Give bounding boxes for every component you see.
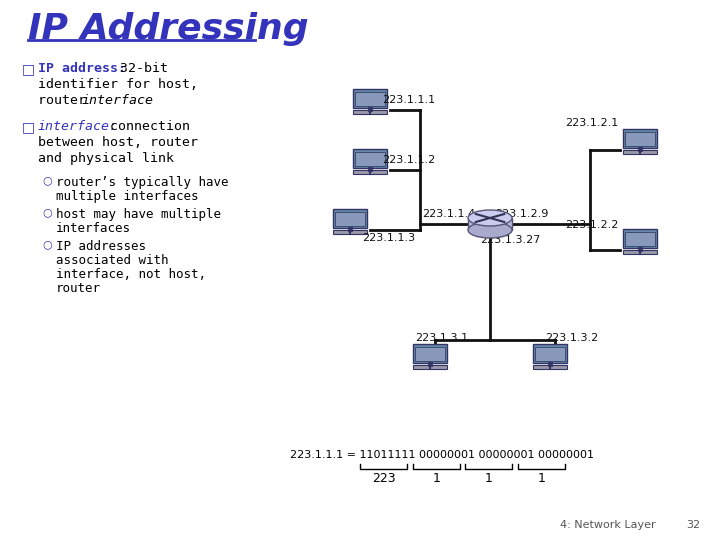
FancyBboxPatch shape — [353, 89, 387, 108]
Polygon shape — [468, 218, 512, 230]
FancyBboxPatch shape — [533, 365, 567, 369]
Text: 223.1.2.1: 223.1.2.1 — [565, 118, 618, 128]
FancyBboxPatch shape — [535, 347, 565, 361]
FancyBboxPatch shape — [415, 347, 445, 361]
Text: 223.1.1.4: 223.1.1.4 — [422, 209, 475, 219]
Text: and physical link: and physical link — [38, 152, 174, 165]
FancyBboxPatch shape — [355, 91, 385, 106]
Text: router: router — [38, 94, 94, 107]
FancyBboxPatch shape — [625, 132, 655, 146]
Text: 32-bit: 32-bit — [112, 62, 168, 75]
Text: 223.1.3.27: 223.1.3.27 — [480, 235, 541, 245]
FancyBboxPatch shape — [413, 365, 447, 369]
Text: interfaces: interfaces — [56, 222, 131, 235]
FancyBboxPatch shape — [353, 110, 387, 114]
FancyBboxPatch shape — [533, 343, 567, 363]
Text: 223.1.3.1: 223.1.3.1 — [415, 333, 468, 343]
Text: 223.1.1.1 = 11011111 00000001 00000001 00000001: 223.1.1.1 = 11011111 00000001 00000001 0… — [290, 450, 594, 460]
Text: 32: 32 — [686, 520, 700, 530]
FancyBboxPatch shape — [335, 212, 365, 226]
Text: between host, router: between host, router — [38, 136, 198, 149]
FancyBboxPatch shape — [623, 228, 657, 248]
FancyBboxPatch shape — [333, 230, 367, 234]
Text: 223.1.1.2: 223.1.1.2 — [382, 155, 436, 165]
Text: host may have multiple: host may have multiple — [56, 208, 221, 221]
Text: ○: ○ — [42, 175, 52, 185]
FancyBboxPatch shape — [355, 152, 385, 166]
Text: □: □ — [22, 120, 35, 134]
Text: 4: Network Layer: 4: Network Layer — [560, 520, 656, 530]
Text: □: □ — [22, 62, 35, 76]
Text: identifier for host,: identifier for host, — [38, 78, 198, 91]
Text: 223.1.2.2: 223.1.2.2 — [565, 220, 618, 230]
Text: ○: ○ — [42, 239, 52, 249]
Text: 1: 1 — [538, 472, 546, 485]
Text: 223: 223 — [372, 472, 395, 485]
FancyBboxPatch shape — [623, 150, 657, 154]
Text: 223.1.1.1: 223.1.1.1 — [382, 95, 435, 105]
Text: IP addresses: IP addresses — [56, 240, 146, 253]
Text: 223.1.3.2: 223.1.3.2 — [545, 333, 598, 343]
Text: IP address:: IP address: — [38, 62, 126, 75]
Text: ○: ○ — [42, 207, 52, 217]
FancyBboxPatch shape — [353, 170, 387, 174]
FancyBboxPatch shape — [623, 129, 657, 148]
Text: IP Addressing: IP Addressing — [28, 12, 309, 46]
Text: router’s typically have: router’s typically have — [56, 176, 228, 189]
Text: associated with: associated with — [56, 254, 168, 267]
Text: interface, not host,: interface, not host, — [56, 268, 206, 281]
FancyBboxPatch shape — [413, 343, 447, 363]
FancyBboxPatch shape — [623, 250, 657, 254]
Text: connection: connection — [102, 120, 190, 133]
Text: multiple interfaces: multiple interfaces — [56, 190, 199, 203]
FancyBboxPatch shape — [353, 148, 387, 168]
Text: router: router — [56, 282, 101, 295]
Text: 223.1.2.9: 223.1.2.9 — [495, 209, 549, 219]
Text: 1: 1 — [432, 472, 440, 485]
Text: 1: 1 — [485, 472, 492, 485]
Ellipse shape — [468, 222, 512, 238]
Text: 223.1.1.3: 223.1.1.3 — [362, 233, 415, 243]
Text: interface: interface — [82, 94, 154, 107]
FancyBboxPatch shape — [625, 232, 655, 246]
Ellipse shape — [468, 210, 512, 226]
FancyBboxPatch shape — [333, 208, 367, 228]
Text: interface:: interface: — [38, 120, 118, 133]
